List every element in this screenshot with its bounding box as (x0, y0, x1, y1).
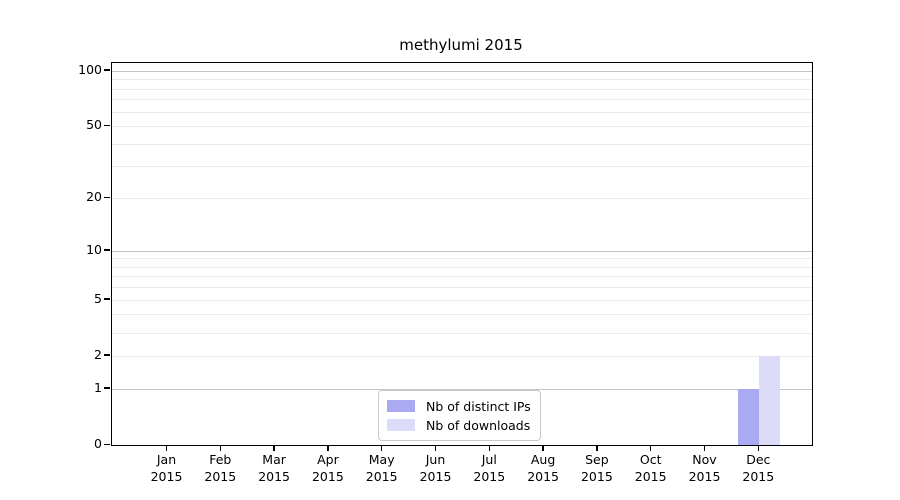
year-label: 2015 (527, 468, 559, 484)
minor-gridline (112, 299, 812, 301)
minor-gridline (112, 287, 812, 289)
x-tick-label: Jul 2015 (457, 452, 521, 485)
x-tick-label: Jan 2015 (135, 452, 199, 485)
x-tick-label: Dec 2015 (726, 452, 790, 485)
month-label: Oct (639, 452, 662, 467)
minor-gridline (112, 355, 812, 357)
x-tick-mark (649, 445, 652, 451)
minor-gridline (112, 143, 812, 145)
minor-gridline (112, 332, 812, 334)
year-label: 2015 (742, 468, 775, 484)
bar-distinct-ips (738, 388, 760, 445)
minor-gridline (112, 314, 812, 316)
y-tick-mark (103, 124, 110, 127)
y-tick-label: 2 (94, 346, 102, 362)
month-label: Nov (692, 452, 717, 467)
minor-gridline (112, 258, 812, 260)
major-gridline (112, 388, 812, 390)
y-tick-mark (103, 249, 110, 251)
y-tick-mark (103, 298, 110, 300)
year-label: 2015 (688, 468, 721, 484)
x-tick-label: Oct 2015 (619, 452, 683, 485)
minor-gridline (112, 88, 812, 90)
x-tick-mark (273, 445, 275, 451)
minor-gridline (112, 198, 812, 200)
x-tick-mark (380, 445, 383, 451)
legend-label: Nb of downloads (426, 417, 531, 433)
major-gridline (112, 250, 812, 252)
x-tick-label: May 2015 (350, 452, 414, 485)
year-label: 2015 (204, 468, 237, 484)
x-tick-mark (757, 445, 760, 451)
x-tick-label: Sep 2015 (565, 452, 629, 485)
y-tick-label: 20 (86, 189, 102, 205)
x-tick-label: Apr 2015 (296, 452, 360, 485)
year-label: 2015 (473, 468, 506, 484)
year-label: 2015 (311, 468, 344, 484)
y-tick-mark (103, 354, 110, 356)
minor-gridline (112, 99, 812, 101)
month-label: Feb (209, 452, 232, 467)
year-label: 2015 (580, 468, 613, 484)
month-label: Apr (317, 452, 339, 467)
legend-label: Nb of distinct IPs (426, 398, 531, 414)
x-tick-mark (327, 445, 329, 451)
legend-item: Nb of distinct IPs (387, 397, 532, 415)
year-label: 2015 (258, 468, 290, 484)
y-tick-mark (103, 196, 110, 199)
month-label: Jan (156, 452, 177, 467)
month-label: Dec (746, 452, 771, 467)
month-label: Aug (530, 452, 556, 467)
y-tick-label: 10 (86, 241, 102, 257)
x-tick-mark (542, 445, 544, 451)
legend-item: Nb of downloads (387, 416, 532, 434)
x-tick-mark (703, 445, 706, 451)
minor-gridline (112, 79, 812, 81)
month-label: May (368, 452, 395, 467)
legend-swatch-distinct-ips (387, 400, 415, 412)
year-label: 2015 (150, 468, 183, 484)
year-label: 2015 (419, 468, 452, 484)
month-label: Sep (585, 452, 609, 467)
y-tick-label: 1 (94, 379, 102, 395)
legend-swatch-downloads (387, 419, 415, 431)
y-tick-mark (103, 69, 110, 71)
y-tick-label: 0 (94, 436, 102, 451)
minor-gridline (112, 111, 812, 113)
y-tick-mark (103, 387, 110, 389)
x-tick-mark (596, 445, 598, 451)
x-tick-mark (434, 445, 437, 451)
x-tick-mark (165, 445, 168, 451)
legend: Nb of distinct IPs Nb of downloads (378, 390, 541, 441)
major-gridline (112, 70, 812, 72)
x-tick-mark (488, 445, 491, 451)
x-tick-mark (219, 445, 222, 451)
minor-gridline (112, 276, 812, 278)
x-tick-label: Mar 2015 (242, 452, 306, 485)
plot-area (111, 62, 813, 446)
y-tick-mark (103, 443, 110, 445)
x-tick-label: Nov 2015 (673, 452, 737, 485)
y-tick-label: 50 (86, 117, 102, 133)
month-label: Mar (262, 452, 286, 467)
minor-gridline (112, 166, 812, 168)
year-label: 2015 (365, 468, 398, 484)
minor-gridline (112, 266, 812, 268)
y-tick-label: 100 (78, 61, 102, 77)
month-label: Jun (425, 452, 446, 467)
chart-title: methylumi 2015 (399, 36, 523, 54)
minor-gridline (112, 126, 812, 128)
year-label: 2015 (634, 468, 667, 484)
y-tick-label: 5 (94, 290, 102, 306)
month-label: Jul (481, 452, 497, 467)
bar-downloads (759, 355, 781, 445)
x-tick-label: Jun 2015 (404, 452, 468, 485)
x-tick-label: Feb 2015 (188, 452, 252, 485)
x-tick-label: Aug 2015 (511, 452, 575, 485)
